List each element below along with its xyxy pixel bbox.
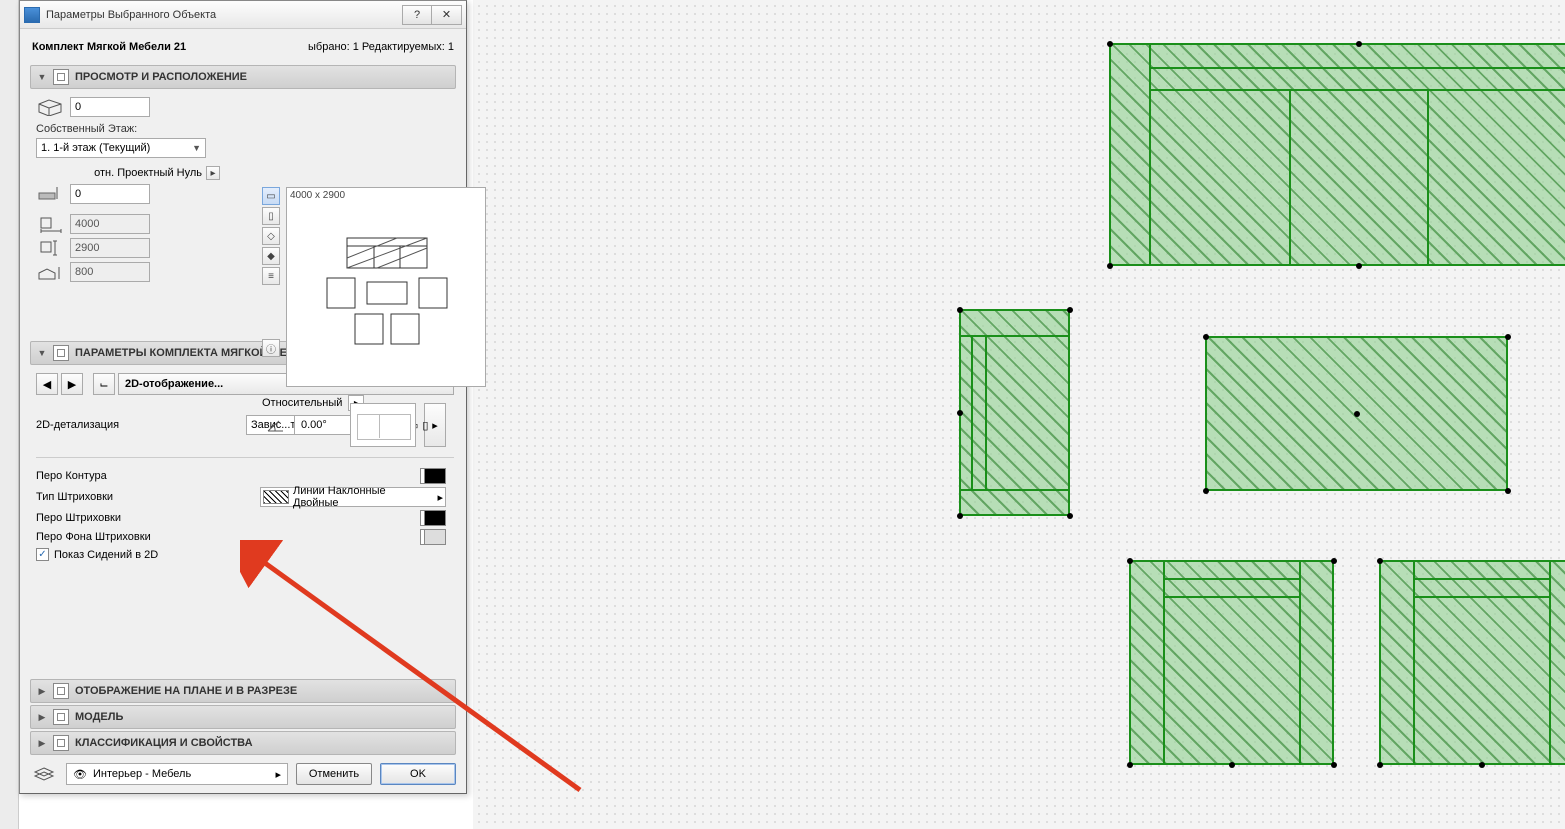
hatch-pen-picker[interactable] bbox=[420, 510, 446, 526]
panel-title-view: ПРОСМОТР И РАСПОЛОЖЕНИЕ bbox=[75, 71, 247, 83]
panel-icon bbox=[53, 345, 69, 361]
furniture-sofa[interactable] bbox=[1109, 43, 1565, 265]
hatch-swatch bbox=[263, 490, 289, 504]
preview-mode-3d[interactable]: ◇ bbox=[262, 227, 280, 245]
layer-select[interactable]: 👁 Интерьер - Мебель ▸ bbox=[66, 763, 288, 785]
object-preview: 4000 x 2900 bbox=[286, 187, 486, 387]
panel-icon bbox=[53, 683, 69, 699]
chevron-down-icon: ▼ bbox=[192, 143, 201, 153]
dim-y-input[interactable]: 2900 bbox=[70, 238, 150, 258]
panel-title-model: МОДЕЛЬ bbox=[75, 711, 123, 723]
angle-icon bbox=[262, 415, 290, 435]
contour-pen-picker[interactable] bbox=[420, 468, 446, 484]
panel-icon bbox=[53, 735, 69, 751]
ok-button[interactable]: OK bbox=[380, 763, 456, 785]
hatch-pen-label: Перо Штриховки bbox=[36, 512, 121, 524]
elevation-icon bbox=[36, 184, 64, 204]
nav-hierarchy-button[interactable]: ⌙ bbox=[93, 373, 115, 395]
hatch-type-select[interactable]: Линии Наклонные Двойные ▸ bbox=[260, 487, 446, 507]
panel-icon bbox=[53, 69, 69, 85]
project-zero-label: отн. Проектный Нуль bbox=[94, 167, 202, 179]
preview-mode-front[interactable]: ▯ bbox=[262, 207, 280, 225]
furniture-chairL[interactable] bbox=[959, 309, 1069, 515]
elevation-input-1[interactable]: 0 bbox=[70, 97, 150, 117]
object-settings-dialog: Параметры Выбранного Объекта ? ✕ Комплек… bbox=[19, 0, 467, 794]
nav-next-button[interactable]: ▶ bbox=[61, 373, 83, 395]
mirror-y-button[interactable]: ▯ bbox=[422, 419, 428, 432]
window-close-button[interactable]: ✕ bbox=[432, 5, 462, 25]
panel-header-model[interactable]: ▶ МОДЕЛЬ bbox=[30, 705, 456, 729]
dim-z-icon bbox=[36, 262, 64, 282]
furniture-table[interactable] bbox=[1205, 336, 1507, 490]
detail-label: 2D-детализация bbox=[36, 419, 119, 431]
panel-header-plan[interactable]: ▶ ОТОБРАЖЕНИЕ НА ПЛАНЕ И В РАЗРЕЗЕ bbox=[30, 679, 456, 703]
preview-dimensions: 4000 x 2900 bbox=[290, 190, 345, 201]
layer-icon bbox=[30, 764, 58, 784]
dialog-titlebar[interactable]: Параметры Выбранного Объекта ? ✕ bbox=[20, 1, 466, 29]
preview-mode-list[interactable]: ≡ bbox=[262, 267, 280, 285]
detail-thumb bbox=[350, 403, 416, 447]
collapse-icon: ▼ bbox=[37, 348, 47, 358]
show-seats-label: Показ Сидений в 2D bbox=[54, 549, 158, 561]
dim-x-icon bbox=[36, 214, 64, 234]
furniture-arm2[interactable] bbox=[1379, 560, 1565, 764]
home-floor-label: Собственный Этаж: bbox=[36, 123, 454, 135]
home-floor-select[interactable]: 1. 1-й этаж (Текущий) ▼ bbox=[36, 138, 206, 158]
expand-icon: ▶ bbox=[37, 686, 47, 697]
floorplan-viewport[interactable] bbox=[473, 0, 1565, 829]
app-left-strip bbox=[0, 0, 19, 829]
selection-info: ыбрано: 1 Редактируемых: 1 bbox=[308, 41, 454, 53]
panel-title-class: КЛАССИФИКАЦИЯ И СВОЙСТВА bbox=[75, 737, 253, 749]
furniture-arm1[interactable] bbox=[1129, 560, 1333, 764]
dim-z-input[interactable]: 800 bbox=[70, 262, 150, 282]
cube-icon bbox=[36, 97, 64, 117]
object-name: Комплект Мягкой Мебели 21 bbox=[32, 41, 186, 53]
app-icon bbox=[24, 7, 40, 23]
panel-header-class[interactable]: ▶ КЛАССИФИКАЦИЯ И СВОЙСТВА bbox=[30, 731, 456, 755]
hatch-bg-pen-label: Перо Фона Штриховки bbox=[36, 531, 151, 543]
dim-x-input[interactable]: 4000 bbox=[70, 214, 150, 234]
preview-mode-2d[interactable]: ▭ bbox=[262, 187, 280, 205]
chevron-right-icon: ▸ bbox=[275, 768, 281, 781]
panel-icon bbox=[53, 709, 69, 725]
cancel-button[interactable]: Отменить bbox=[296, 763, 372, 785]
hatch-type-label: Тип Штриховки bbox=[36, 491, 113, 503]
window-help-button[interactable]: ? bbox=[402, 5, 432, 25]
eye-icon: 👁 bbox=[73, 768, 87, 781]
home-floor-value: 1. 1-й этаж (Текущий) bbox=[41, 142, 150, 154]
collapse-icon: ▼ bbox=[37, 72, 47, 82]
nav-prev-button[interactable]: ◀ bbox=[36, 373, 58, 395]
hatch-bg-pen-picker[interactable] bbox=[420, 529, 446, 545]
panel-title-plan: ОТОБРАЖЕНИЕ НА ПЛАНЕ И В РАЗРЕЗЕ bbox=[75, 685, 297, 697]
preview-mode-shaded[interactable]: ◆ bbox=[262, 247, 280, 265]
expand-icon: ▶ bbox=[37, 712, 47, 723]
preview-info[interactable]: ⓘ bbox=[262, 339, 280, 357]
preview-mode-stack: ▭ ▯ ◇ ◆ ≡ ⓘ bbox=[262, 187, 282, 357]
dialog-title: Параметры Выбранного Объекта bbox=[46, 9, 402, 21]
expand-icon: ▶ bbox=[37, 738, 47, 749]
relative-label: Относительный bbox=[262, 397, 342, 409]
project-zero-flyout-icon[interactable]: ▸ bbox=[206, 166, 220, 180]
elevation-input-2[interactable]: 0 bbox=[70, 184, 150, 204]
panel-header-view[interactable]: ▼ ПРОСМОТР И РАСПОЛОЖЕНИЕ bbox=[30, 65, 456, 89]
contour-pen-label: Перо Контура bbox=[36, 470, 107, 482]
dim-y-icon bbox=[36, 238, 64, 258]
chevron-right-icon: ▸ bbox=[437, 491, 443, 504]
show-seats-checkbox[interactable]: ✓ bbox=[36, 548, 49, 561]
